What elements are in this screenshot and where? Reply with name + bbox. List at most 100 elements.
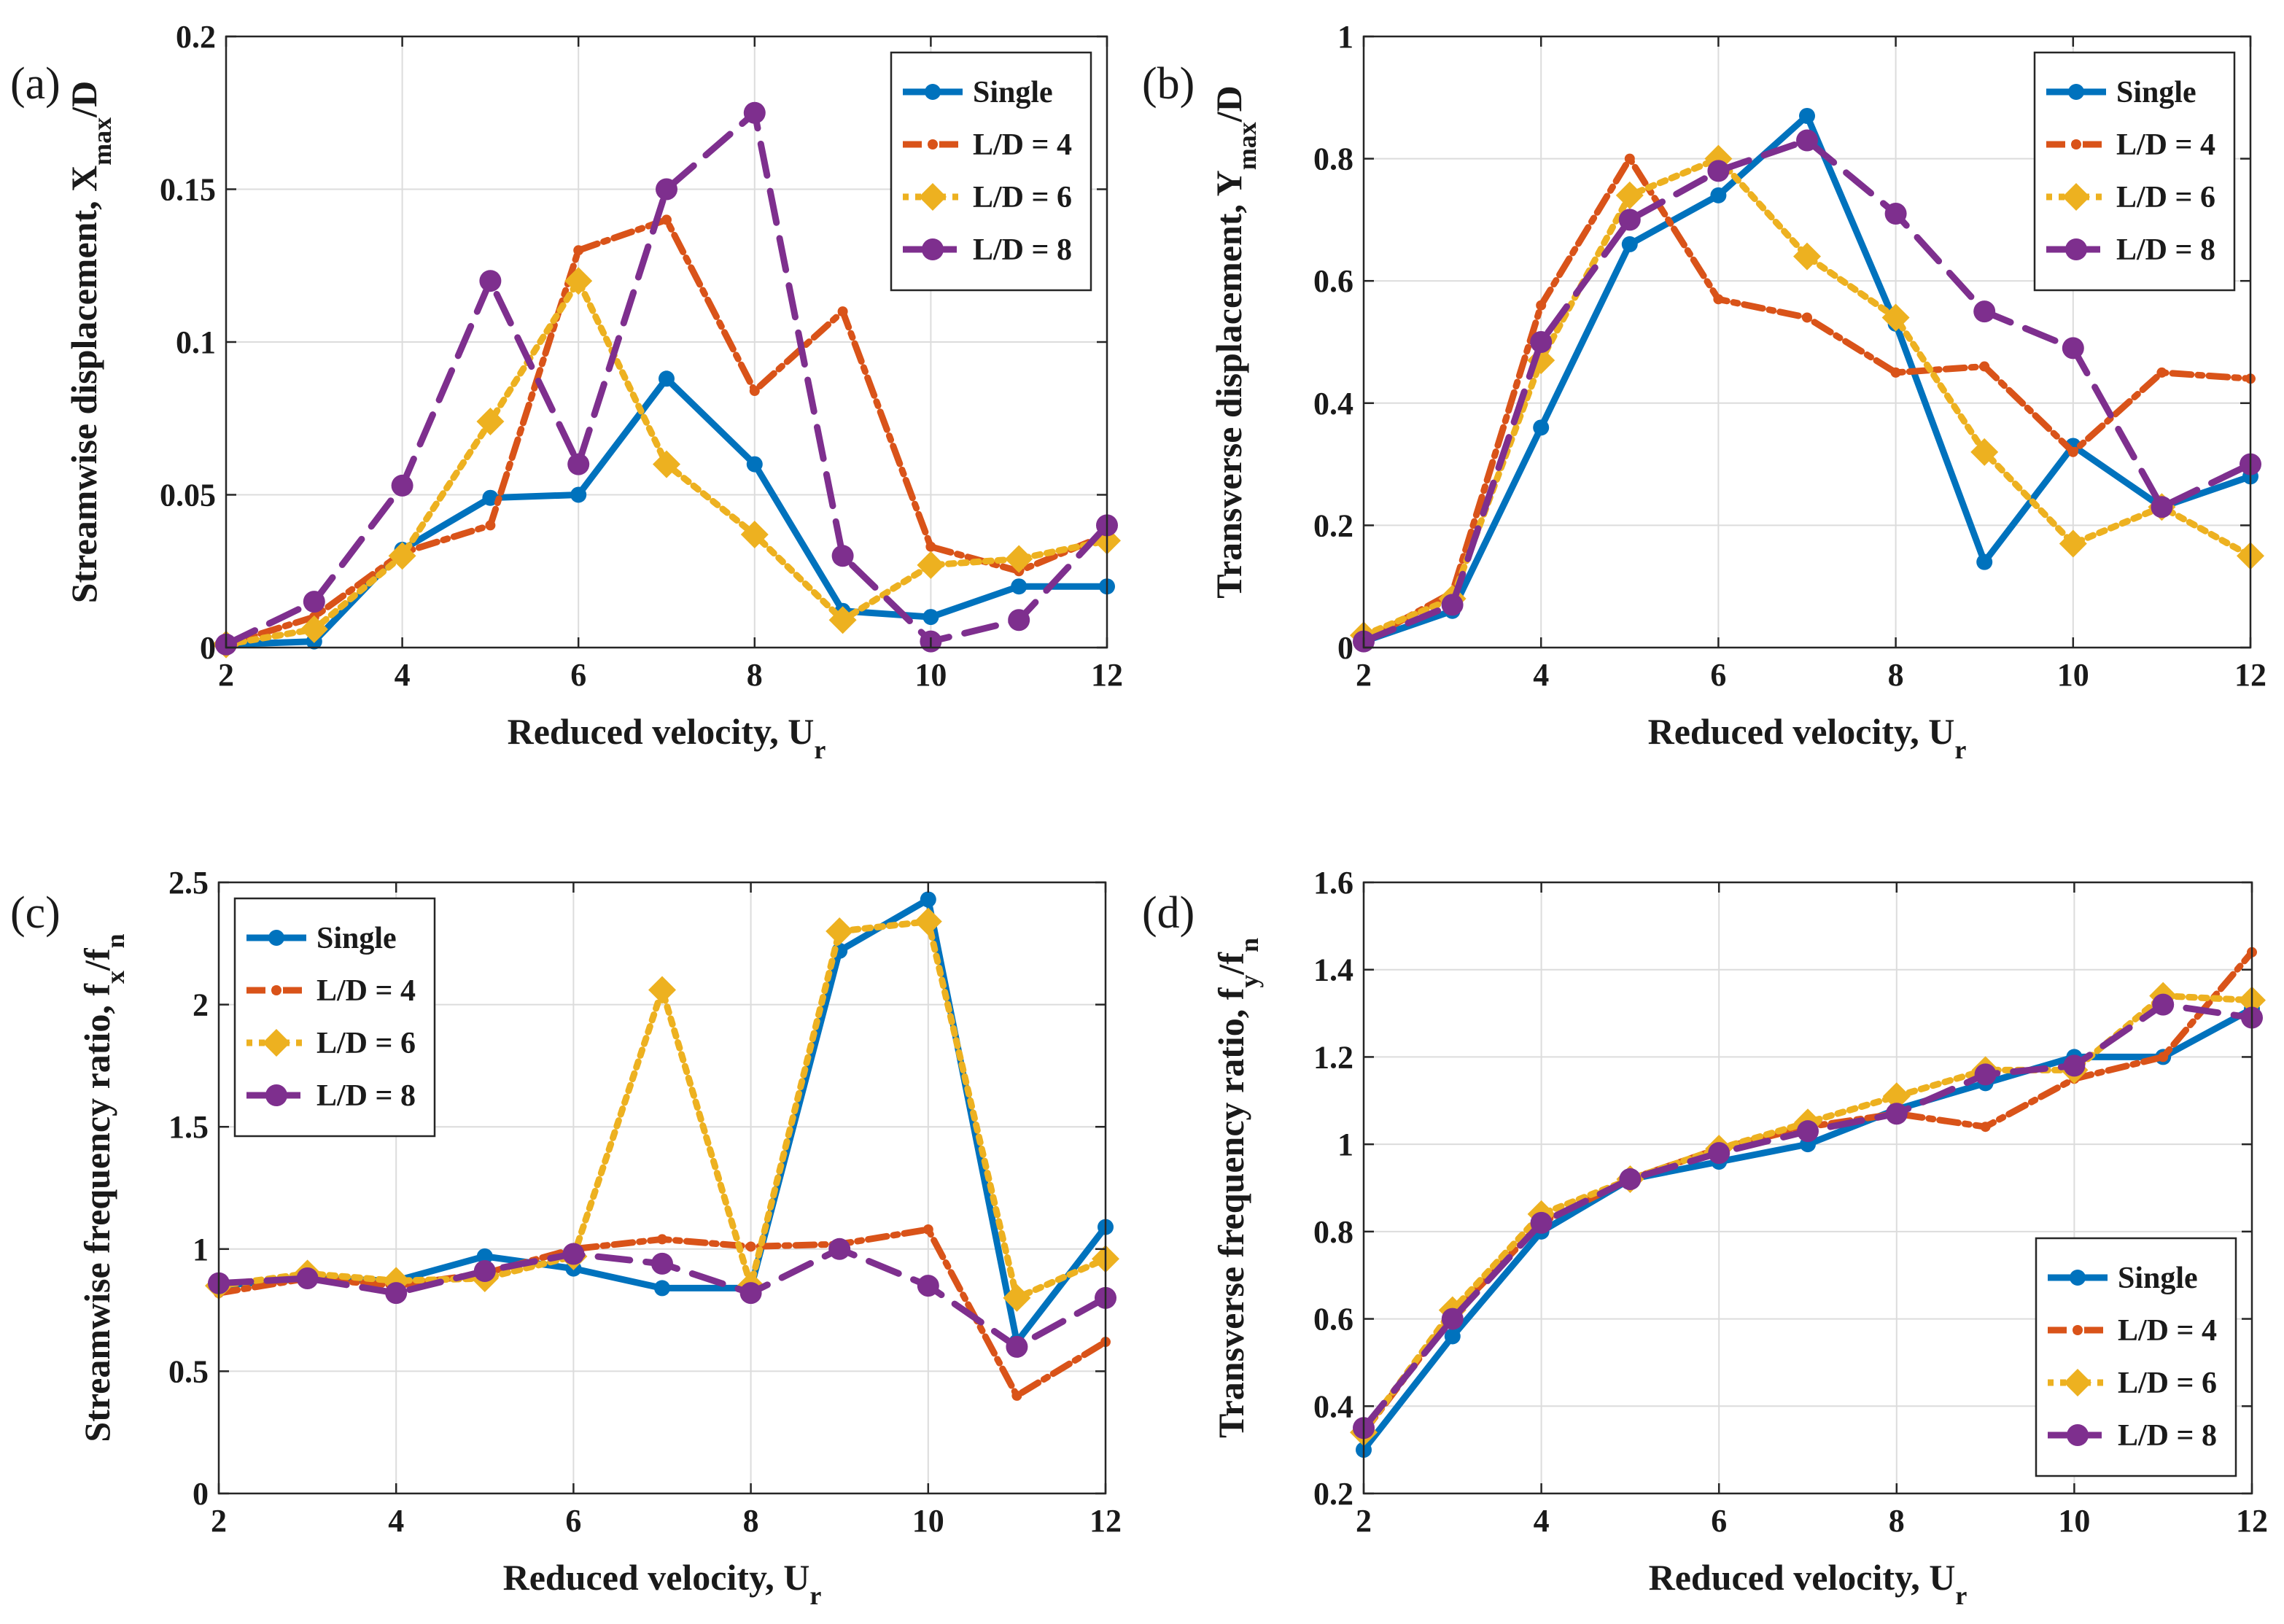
panel-a-point-single [1011,578,1028,595]
panel-a-point-ld4 [837,306,848,317]
panel-b-legend-label: L/D = 6 [2116,181,2215,214]
panel-c-ytick-label: 0.5 [168,1353,209,1389]
panel-a-xtick-label: 8 [747,657,763,693]
panel-a-ytick-label: 0 [200,630,216,666]
panel-b-axes [1362,35,2252,649]
panel-b-point-ld8 [1796,129,1818,152]
panel-a-point-ld4 [485,520,496,531]
panel-c-point-ld6 [914,907,942,936]
panel-a-xlabel: Reduced velocity, Ur [508,711,826,764]
panel-b-xlabel-main: Reduced velocity, U [1648,711,1955,752]
panel-d-xlabel: Reduced velocity, Ur [1649,1557,1968,1610]
panel-b-point-ld4 [1890,367,1901,378]
panel-c-legend-label: Single [316,922,397,955]
panel-c-ylabel-tail: /f [77,947,117,971]
panel-b-point-ld4 [1713,294,1724,305]
panel-b-xtick-label: 6 [1710,657,1726,693]
panel-d-label: (d) [1142,888,1195,938]
panel-d-ytick-label: 1 [1337,1127,1353,1162]
panel-d-ylabel-main: Transverse frequency ratio, f [1211,987,1251,1438]
panel-a-legend-label: L/D = 6 [973,181,1072,214]
panel-d-legend: Single L/D = 4 L/D = 6 L/D = 8 [2035,1237,2237,1477]
panel-d-legend-marker-ld6 [2064,1369,2091,1396]
panel-a-xlabel-main: Reduced velocity, U [508,711,815,752]
panel-b-ytick-label: 0.8 [1313,141,1353,177]
panel-d-xtick-label: 2 [1356,1503,1372,1539]
panel-a-xtick-label: 10 [914,657,947,693]
panel-a-legend-label: Single [973,76,1053,109]
panel-a-point-ld4 [573,245,584,256]
panel-b-point-ld4 [2067,446,2078,457]
panel-c-point-single [654,1280,670,1297]
panel-d-legend-marker-single [2070,1270,2086,1286]
panel-b-point-single [1799,107,1815,124]
panel-a-legend: Single L/D = 4 L/D = 6 L/D = 8 [890,51,1092,292]
panel-b-legend-label: Single [2116,76,2196,109]
panel-c-legend-label: L/D = 6 [316,1027,416,1060]
panel-b-xtick-label: 12 [2234,657,2266,693]
panel-c-ylabel: Streamwise frequency ratio, fx/fn [77,933,130,1442]
panel-d-xtick-label: 8 [1889,1503,1905,1539]
panel-d-legend-marker-ld4 [2073,1325,2083,1335]
panel-d-point-ld8 [1797,1120,1819,1143]
panel-d-ytick-label: 0.8 [1313,1214,1353,1250]
panel-a-point-single [570,486,587,503]
panel-b-point-ld4 [1802,312,1812,323]
panel-c-ytick-label: 0 [193,1476,209,1512]
panel-b-ylabel-sub: max [1232,122,1262,170]
panel-b-label: (b) [1142,59,1195,109]
panel-d-ylabel-sub: y [1235,975,1264,988]
panel-b-ylabel-tail: /D [1208,85,1249,123]
panel-d-xtick-label: 4 [1534,1503,1550,1539]
panel-c-point-ld8 [473,1259,496,1282]
panel-b-legend-label: L/D = 8 [2116,233,2215,267]
panel-d-xtick-label: 10 [2058,1503,2090,1539]
panel-b-point-ld8 [2151,496,2173,518]
panel-c-point-ld8 [917,1275,939,1297]
panel-d-ytick-label: 1.6 [1313,865,1353,901]
panel-a-legend-marker-ld8 [922,238,944,260]
panel-a-legend-marker-ld6 [919,183,947,211]
panel-d-xlabel-main: Reduced velocity, U [1649,1557,1956,1598]
panel-b-xtick-label: 2 [1356,657,1372,693]
panel-b: (b) 2 4 6 8 10 12 0 0.2 0.4 0.6 0.8 1 Single L/D = 4 L… [1142,19,2266,764]
panel-c-point-ld6 [826,917,854,946]
panel-c-point-ld4 [745,1241,756,1252]
panel-b-point-ld8 [2062,337,2084,360]
panel-c-xtick-label: 10 [912,1503,944,1539]
panel-d-point-ld8 [2063,1054,2086,1077]
panel-d-point-ld8 [2152,993,2175,1016]
panel-a-legend-marker-single [925,84,941,100]
panel-d-legend-marker-ld8 [2067,1424,2089,1446]
panel-a: (a) 2 4 6 8 10 12 0 0.05 0.1 0.15 0.2 Single L/D = 4… [10,19,1123,764]
panel-d-point-ld8 [1885,1103,1908,1125]
panel-d-xtick-label: 12 [2236,1503,2268,1539]
panel-a-series-line-single [222,375,1111,648]
panel-a-xtick-label: 6 [570,657,586,693]
panel-d-ytick-label: 1.2 [1313,1039,1353,1075]
panel-c-xtick-label: 6 [565,1503,581,1539]
panel-c-ylabel-sub: x [101,971,130,984]
panel-c-point-ld4 [922,1224,933,1235]
panel-b-ylabel-main: Transverse displacement, Y [1208,170,1249,598]
panel-b-legend: Single L/D = 4 L/D = 6 L/D = 8 [2033,51,2236,292]
panel-b-point-ld6 [1793,242,1821,271]
panel-d-legend-label: Single [2118,1262,2198,1295]
panel-b-ytick-label: 0.6 [1313,263,1353,299]
panel-a-ytick-label: 0.05 [160,478,216,513]
panel-d-axes [1362,881,2253,1495]
panel-a-point-ld8 [567,453,590,475]
panel-b-point-ld8 [1973,300,1996,323]
panel-a-point-ld6 [476,407,505,435]
panel-c-legend-marker-single [268,930,284,946]
panel-d-point-ld8 [1708,1142,1731,1165]
panel-c-point-ld4 [657,1234,667,1245]
panel-c-ytick-label: 2 [193,987,209,1023]
panel-a-ytick-label: 0.1 [176,325,216,360]
panel-a-point-ld8 [656,178,677,201]
panel-b-ytick-label: 1 [1337,19,1353,55]
panel-d-point-single [1444,1328,1461,1345]
panel-a-series-line-ld8 [222,109,1111,648]
panel-b-point-single [1710,187,1727,203]
